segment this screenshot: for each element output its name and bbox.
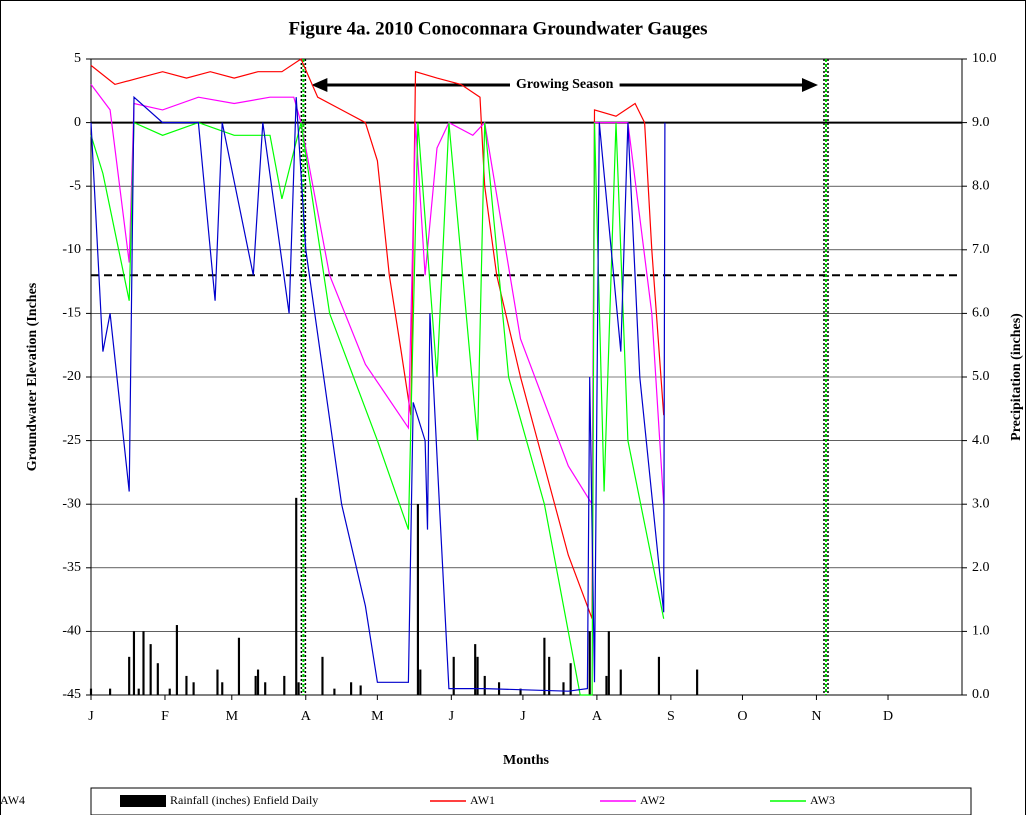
rain-bar bbox=[192, 682, 195, 695]
x-tick-label: J bbox=[88, 709, 94, 724]
rain-bar bbox=[359, 685, 362, 695]
rain-bar bbox=[221, 682, 224, 695]
rain-bar bbox=[216, 669, 219, 695]
y2-tick-label: 2.0 bbox=[972, 560, 990, 575]
rain-bar bbox=[696, 669, 699, 695]
rain-bar bbox=[264, 682, 267, 695]
legend-label: Rainfall (inches) Enfield Daily bbox=[170, 793, 318, 807]
y-tick-label: -20 bbox=[62, 369, 81, 384]
y2-tick-label: 10.0 bbox=[972, 51, 997, 66]
legend-label: AW4 bbox=[0, 793, 25, 807]
annotation: Growing Season bbox=[516, 77, 614, 92]
y-tick-label: -30 bbox=[62, 496, 81, 511]
legend-swatch bbox=[120, 795, 166, 807]
y2-tick-label: 6.0 bbox=[972, 306, 990, 321]
y2-tick-label: 7.0 bbox=[972, 242, 990, 257]
y-tick-label: -15 bbox=[62, 306, 81, 321]
rain-bar bbox=[548, 656, 551, 695]
rain-bar bbox=[333, 688, 336, 695]
x-tick-label: J bbox=[449, 709, 455, 724]
rain-bar bbox=[256, 669, 260, 695]
rain-bar bbox=[416, 504, 419, 695]
x-tick-label: J bbox=[520, 709, 526, 724]
y2-tick-label: 8.0 bbox=[972, 178, 990, 193]
rain-bar bbox=[295, 497, 298, 695]
x-tick-label: D bbox=[883, 709, 893, 724]
x-tick-label: A bbox=[592, 709, 603, 724]
y-tick-label: -40 bbox=[62, 624, 81, 639]
series-line bbox=[90, 95, 666, 692]
y-tick-label: -5 bbox=[69, 178, 81, 193]
rain-bar bbox=[321, 656, 324, 695]
annotation-bg bbox=[509, 77, 620, 93]
x-tick-label: O bbox=[737, 709, 747, 724]
rain-bar bbox=[619, 669, 622, 695]
plot-border bbox=[90, 58, 963, 696]
rain-bar bbox=[588, 631, 591, 695]
rain-bar bbox=[562, 682, 565, 695]
rain-bar bbox=[142, 631, 145, 695]
rain-bar bbox=[89, 688, 93, 695]
x-tick-label: S bbox=[667, 709, 675, 724]
rain-bar bbox=[474, 644, 477, 695]
legend-label: AW1 bbox=[470, 793, 495, 807]
rain-bar bbox=[137, 688, 140, 695]
y-tick-label: 0 bbox=[74, 115, 81, 130]
y-axis-label: Groundwater Elevation (Inches bbox=[25, 282, 40, 471]
x-tick-label: A bbox=[301, 709, 312, 724]
rain-bar bbox=[237, 637, 241, 695]
rain-bar bbox=[543, 637, 546, 695]
rain-bar bbox=[476, 656, 479, 695]
rain-bar bbox=[419, 669, 422, 695]
rain-bar bbox=[109, 688, 112, 695]
rain-bar bbox=[519, 688, 522, 695]
series-line bbox=[90, 84, 665, 507]
y-tick-label: -45 bbox=[62, 687, 81, 702]
y-tick-label: -35 bbox=[62, 560, 81, 575]
rain-bar bbox=[132, 631, 136, 695]
rain-bar bbox=[569, 663, 572, 695]
y2-tick-label: 3.0 bbox=[972, 496, 990, 511]
rain-bar bbox=[254, 675, 257, 695]
y2-axis-label: Precipitation (inches) bbox=[1009, 313, 1024, 441]
y-tick-label: -25 bbox=[62, 433, 81, 448]
rain-bar bbox=[175, 625, 178, 695]
rain-bar bbox=[605, 675, 608, 695]
rain-bar bbox=[657, 656, 661, 695]
rain-bar bbox=[483, 675, 486, 695]
y-tick-label: -10 bbox=[62, 242, 81, 257]
x-axis-label: Months bbox=[503, 753, 549, 768]
y2-tick-label: 4.0 bbox=[972, 433, 990, 448]
y2-tick-label: 0.0 bbox=[972, 687, 990, 702]
legend-label: AW2 bbox=[640, 793, 665, 807]
rain-bar bbox=[156, 663, 159, 695]
legend-label: AW3 bbox=[810, 793, 835, 807]
rain-bar bbox=[168, 688, 171, 695]
rain-bar bbox=[607, 631, 610, 695]
legend-box bbox=[90, 787, 972, 815]
rain-bar bbox=[185, 675, 188, 695]
x-tick-label: M bbox=[226, 709, 239, 724]
x-tick-label: M bbox=[371, 709, 384, 724]
rain-bar bbox=[297, 682, 300, 695]
x-tick-label: N bbox=[811, 709, 821, 724]
x-tick-label: F bbox=[161, 709, 169, 724]
y2-tick-label: 9.0 bbox=[972, 115, 990, 130]
rain-bar bbox=[283, 675, 286, 695]
rain-bar bbox=[128, 656, 131, 695]
rain-bar bbox=[149, 644, 152, 695]
rain-bar bbox=[452, 656, 455, 695]
y-tick-label: 5 bbox=[74, 51, 81, 66]
chart-title: Figure 4a. 2010 Conoconnara Groundwater … bbox=[288, 18, 707, 39]
y2-tick-label: 5.0 bbox=[972, 369, 990, 384]
y2-tick-label: 1.0 bbox=[972, 624, 990, 639]
series-line bbox=[90, 121, 665, 696]
rain-bar bbox=[350, 682, 353, 695]
